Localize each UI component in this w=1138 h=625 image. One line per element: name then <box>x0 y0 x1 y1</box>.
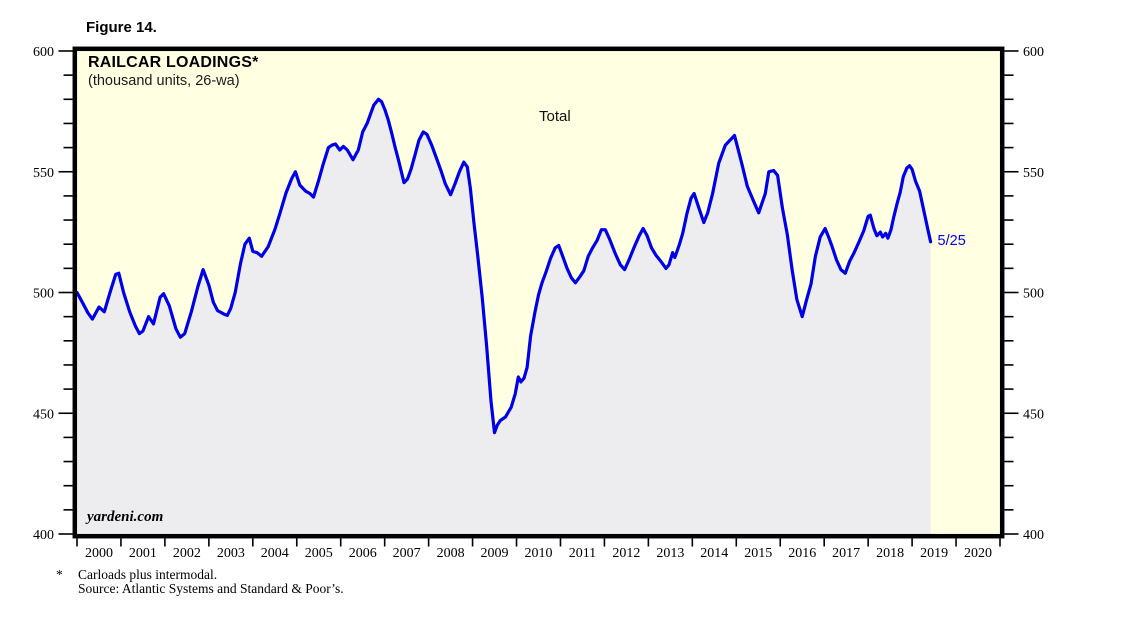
y-axis-tick-label-right: 600 <box>1023 45 1044 60</box>
x-axis-tick-label: 2013 <box>656 546 684 561</box>
y-axis-tick-label-right: 550 <box>1023 166 1044 181</box>
x-axis-tick-label: 2014 <box>700 546 728 561</box>
total-series-line <box>75 97 933 435</box>
y-axis-tick-label-left: 550 <box>33 166 54 181</box>
x-axis-tick-label: 2001 <box>129 546 157 561</box>
x-axis-tick-label: 2002 <box>173 546 201 561</box>
figure-label: Figure 14. <box>86 19 157 36</box>
footnote-line-2: Source: Atlantic Systems and Standard & … <box>78 581 344 596</box>
series-label-total: Total <box>539 108 571 125</box>
y-axis-tick-label-left: 500 <box>33 287 54 302</box>
x-axis-tick-label: 2018 <box>876 546 904 561</box>
x-axis-tick-label: 2007 <box>393 546 421 561</box>
y-axis-tick-label-right: 400 <box>1023 528 1044 543</box>
chart-title: RAILCAR LOADINGS* <box>88 54 259 71</box>
x-axis-tick-label: 2006 <box>349 546 377 561</box>
x-axis-tick-label: 2016 <box>788 546 816 561</box>
x-axis-tick-label: 2019 <box>920 546 948 561</box>
last-point-date-annotation: 5/25 <box>937 232 966 249</box>
x-axis-tick-label: 2003 <box>217 546 245 561</box>
y-axis-tick-label-left: 400 <box>33 528 54 543</box>
y-axis-tick-label-left: 450 <box>33 407 54 422</box>
footnote-marker: * <box>56 567 63 582</box>
x-axis-tick-label: 2011 <box>569 546 596 561</box>
footnote-line-1: Carloads plus intermodal. <box>78 567 218 582</box>
area-fill-under-line <box>77 99 931 535</box>
chart-subtitle: (thousand units, 26-wa) <box>88 73 240 89</box>
x-axis-tick-label: 2015 <box>744 546 772 561</box>
chart-frame <box>72 46 1005 539</box>
x-axis-tick-label: 2004 <box>261 546 289 561</box>
y-axis-tick-label-right: 500 <box>1023 287 1044 302</box>
x-axis-tick-label: 2020 <box>964 546 992 561</box>
x-axis-tick-label: 2012 <box>612 546 640 561</box>
x-axis-tick-label: 2017 <box>832 546 860 561</box>
x-axis-tick-label: 2009 <box>481 546 509 561</box>
x-axis-tick-label: 2005 <box>305 546 333 561</box>
x-axis-tick-label: 2010 <box>525 546 553 561</box>
y-axis-tick-label-right: 450 <box>1023 407 1044 422</box>
watermark-yardeni: yardeni.com <box>87 509 164 525</box>
x-axis-tick-label: 2000 <box>85 546 113 561</box>
y-axis-tick-label-left: 600 <box>33 45 54 60</box>
x-axis-tick-label: 2008 <box>437 546 465 561</box>
